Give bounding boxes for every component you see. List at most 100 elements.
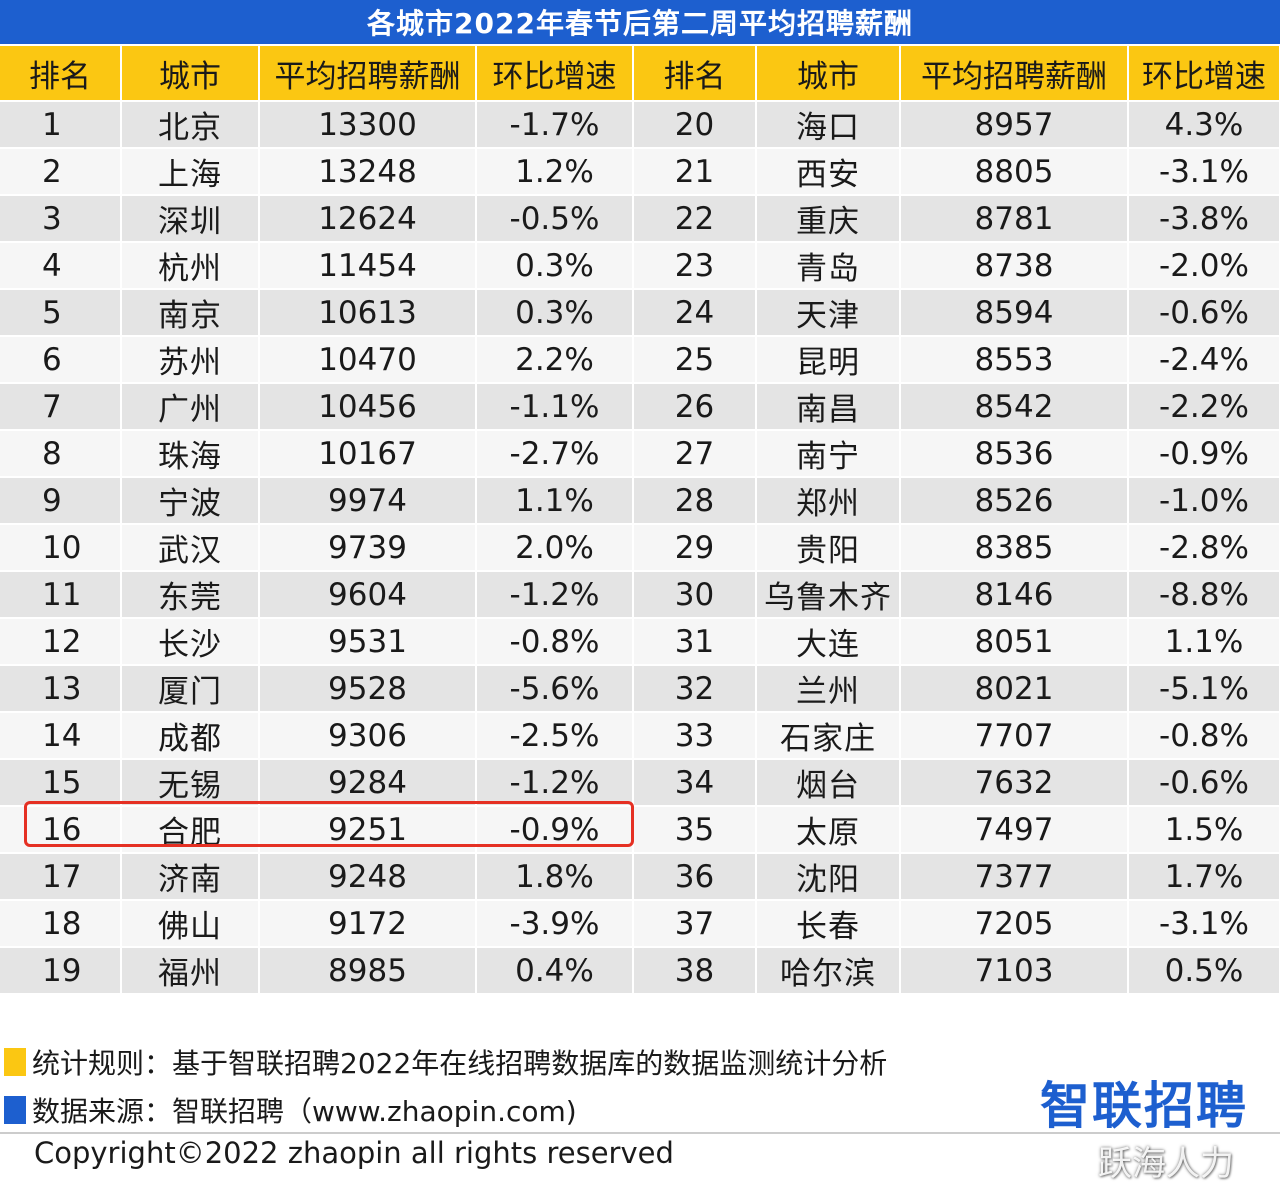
salary-cell: 12624 [259,194,477,242]
salary-cell: 13248 [259,147,477,195]
growth-cell: -2.4% [1128,335,1280,383]
header-salary: 平均招聘薪酬 [259,46,477,101]
yellow-swatch [4,1048,26,1076]
rank-cell: 8 [0,429,122,477]
watermark-text: 跃海人力 [1098,1144,1234,1184]
salary-cell: 7707 [900,711,1129,759]
salary-ranking-table: 排名 城市 平均招聘薪酬 环比增速 排名 城市 平均招聘薪酬 环比增速 1 北京 1… [0,46,1280,993]
growth-cell: -5.1% [1128,664,1280,712]
city-cell: 杭州 [121,241,260,289]
city-cell: 南京 [121,288,260,336]
zhaopin-logo: 智联招聘 [1040,1077,1248,1135]
city-cell: 无锡 [121,758,260,806]
salary-cell: 8536 [900,429,1129,477]
stats-rule-note: 统计规则：基于智联招聘2022年在线招聘数据库的数据监测统计分析 [4,1042,887,1082]
salary-cell: 10470 [259,335,477,383]
city-cell: 贵阳 [756,523,901,571]
rank-cell: 9 [0,476,122,524]
city-cell: 佛山 [121,899,260,947]
salary-cell: 8385 [900,523,1129,571]
salary-cell: 9739 [259,523,477,571]
salary-cell: 7205 [900,899,1129,947]
city-cell: 兰州 [756,664,901,712]
growth-cell: 1.5% [1128,805,1280,853]
rank-cell: 1 [0,100,122,148]
rank-cell: 26 [633,382,757,430]
salary-cell: 10613 [259,288,477,336]
salary-cell: 8957 [900,100,1129,148]
salary-cell: 9974 [259,476,477,524]
growth-cell: 1.1% [476,476,634,524]
city-cell: 烟台 [756,758,901,806]
header-row: 排名 城市 平均招聘薪酬 环比增速 排名 城市 平均招聘薪酬 环比增速 [0,46,1280,101]
salary-cell: 7103 [900,946,1129,993]
rank-cell: 10 [0,523,122,571]
table-row: 17 济南 9248 1.8% 36 沈阳 7377 1.7% [0,852,1280,900]
rank-cell: 13 [0,664,122,712]
growth-cell: -1.1% [476,382,634,430]
salary-cell: 9284 [259,758,477,806]
rank-cell: 5 [0,288,122,336]
header-growth: 环比增速 [476,46,634,101]
city-cell: 南昌 [756,382,901,430]
rank-cell: 32 [633,664,757,712]
rank-cell: 31 [633,617,757,665]
growth-cell: -0.9% [476,805,634,853]
city-cell: 长春 [756,899,901,947]
salary-cell: 9528 [259,664,477,712]
growth-cell: -1.2% [476,570,634,618]
growth-cell: -2.7% [476,429,634,477]
city-cell: 合肥 [121,805,260,853]
salary-cell: 7377 [900,852,1129,900]
salary-cell: 7632 [900,758,1129,806]
growth-cell: -5.6% [476,664,634,712]
salary-cell: 8051 [900,617,1129,665]
footer-divider [0,1132,1280,1134]
rank-cell: 20 [633,100,757,148]
city-cell: 珠海 [121,429,260,477]
salary-cell: 8781 [900,194,1129,242]
rank-cell: 3 [0,194,122,242]
data-source-text: 数据来源：智联招聘（www.zhaopin.com) [32,1095,577,1128]
table-row: 10 武汉 9739 2.0% 29 贵阳 8385 -2.8% [0,523,1280,571]
salary-cell: 9604 [259,570,477,618]
city-cell: 南宁 [756,429,901,477]
growth-cell: -3.9% [476,899,634,947]
table-title: 各城市2022年春节后第二周平均招聘薪酬 [0,0,1280,44]
salary-cell: 10456 [259,382,477,430]
rank-cell: 34 [633,758,757,806]
city-cell: 宁波 [121,476,260,524]
city-cell: 济南 [121,852,260,900]
city-cell: 东莞 [121,570,260,618]
salary-cell: 9248 [259,852,477,900]
city-cell: 哈尔滨 [756,946,901,993]
growth-cell: 0.3% [476,288,634,336]
rank-cell: 21 [633,147,757,195]
rank-cell: 17 [0,852,122,900]
salary-cell: 9306 [259,711,477,759]
growth-cell: -0.8% [476,617,634,665]
table-row: 8 珠海 10167 -2.7% 27 南宁 8536 -0.9% [0,429,1280,477]
header-salary: 平均招聘薪酬 [900,46,1129,101]
growth-cell: -3.1% [1128,899,1280,947]
growth-cell: -2.2% [1128,382,1280,430]
data-source-note: 数据来源：智联招聘（www.zhaopin.com) [4,1090,577,1130]
city-cell: 成都 [121,711,260,759]
growth-cell: -0.6% [1128,758,1280,806]
table-row: 7 广州 10456 -1.1% 26 南昌 8542 -2.2% [0,382,1280,430]
city-cell: 大连 [756,617,901,665]
salary-cell: 7497 [900,805,1129,853]
city-cell: 厦门 [121,664,260,712]
city-cell: 广州 [121,382,260,430]
growth-cell: -2.8% [1128,523,1280,571]
rank-cell: 37 [633,899,757,947]
growth-cell: -0.8% [1128,711,1280,759]
table-row: 4 杭州 11454 0.3% 23 青岛 8738 -2.0% [0,241,1280,289]
header-rank: 排名 [0,46,122,101]
growth-cell: 4.3% [1128,100,1280,148]
growth-cell: -1.2% [476,758,634,806]
table-row: 16 合肥 9251 -0.9% 35 太原 7497 1.5% [0,805,1280,853]
rank-cell: 29 [633,523,757,571]
table-row: 11 东莞 9604 -1.2% 30 乌鲁木齐 8146 -8.8% [0,570,1280,618]
table-row: 9 宁波 9974 1.1% 28 郑州 8526 -1.0% [0,476,1280,524]
